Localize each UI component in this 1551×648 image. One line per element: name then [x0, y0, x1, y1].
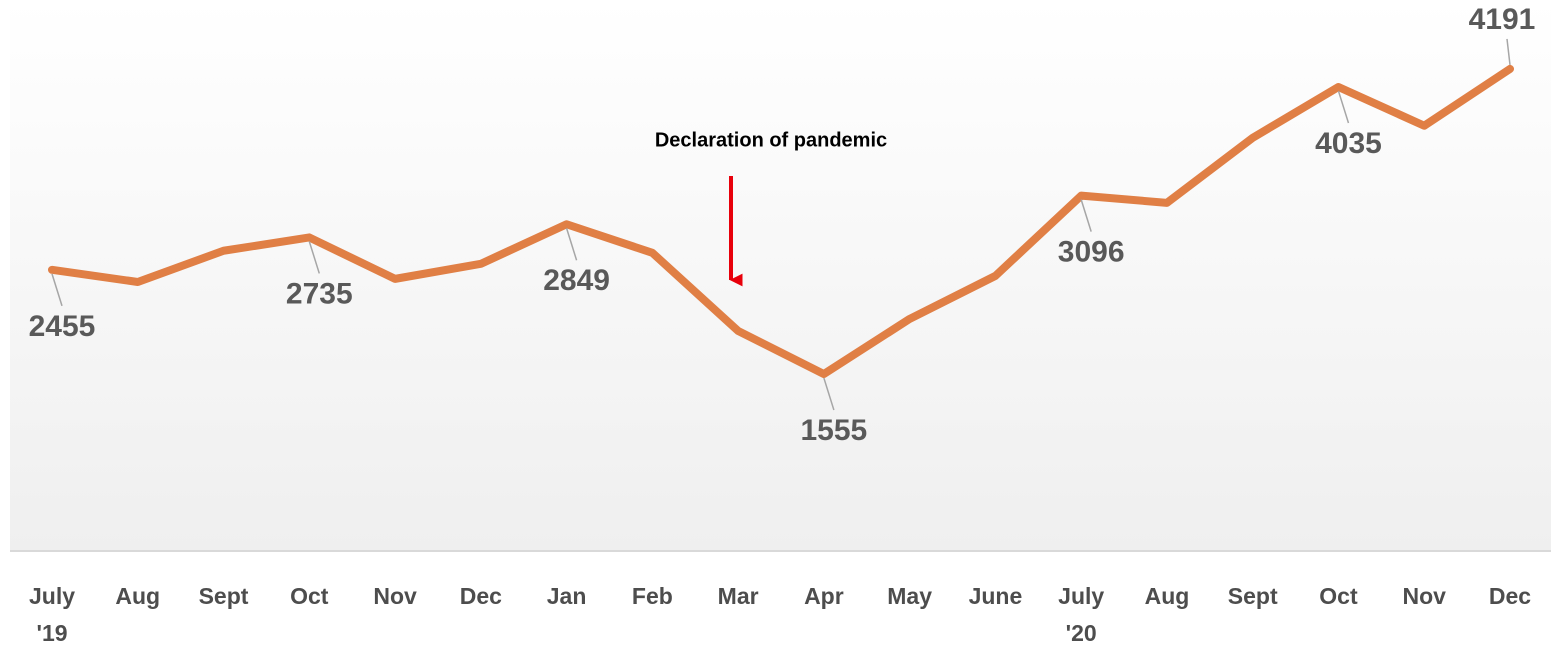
x-tick-label: Oct [290, 583, 329, 609]
data-label: 1555 [801, 414, 868, 447]
x-tick-label: Apr [804, 583, 844, 609]
leader-line [308, 241, 321, 274]
x-tick-label: June [969, 583, 1023, 609]
x-tick-label: Nov [373, 583, 417, 609]
plot-background [10, 0, 1551, 551]
x-tick-label: Sept [199, 583, 249, 609]
leader-line [565, 228, 578, 261]
x-tick-label: Jan [547, 583, 587, 609]
x-tick-label: Nov [1403, 583, 1447, 609]
data-label: 2455 [29, 310, 96, 343]
annotation: Declaration of pandemic [655, 129, 887, 151]
leader-line [1337, 90, 1350, 124]
x-tick-label: Sept [1228, 583, 1278, 609]
x-tick-label: May [887, 583, 932, 609]
leader-line [51, 273, 63, 307]
data-label: 4191 [1469, 3, 1536, 36]
x-tick-label: Aug [1145, 583, 1190, 609]
data-label: 3096 [1058, 236, 1125, 269]
leader-line [1080, 199, 1092, 232]
x-tick-label: July '19 [29, 583, 75, 646]
x-tick-label: Feb [632, 583, 673, 609]
data-label: 2735 [286, 277, 353, 310]
data-label: 2849 [543, 264, 610, 297]
leader-line [1506, 38, 1511, 66]
x-tick-label: Mar [718, 583, 759, 609]
x-tick-label: Oct [1319, 583, 1358, 609]
x-tick-label: Aug [115, 583, 160, 609]
x-tick-label: July '20 [1058, 583, 1104, 646]
x-tick-label: Dec [1489, 583, 1531, 609]
leader-line [823, 377, 835, 411]
line-series [48, 64, 1514, 379]
data-label: 4035 [1315, 127, 1382, 160]
x-tick-label: Dec [460, 583, 502, 609]
